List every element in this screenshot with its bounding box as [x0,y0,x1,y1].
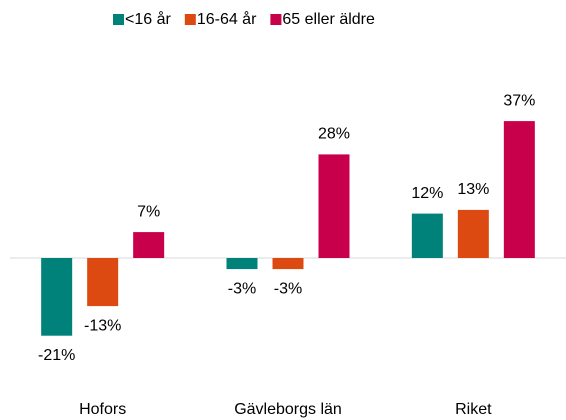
legend-label: 65 eller äldre [282,11,375,28]
bar [457,209,489,258]
value-label: 37% [503,92,535,109]
value-label: 12% [411,185,443,202]
bar [411,213,443,258]
bar [318,154,350,258]
value-label: 7% [137,203,160,220]
bar [41,258,73,336]
value-label: -13% [84,317,121,334]
legend-swatch [270,14,282,25]
value-label: 28% [318,126,350,143]
value-label: -21% [38,347,75,364]
bar [87,258,119,307]
legend-label: 16-64 år [197,10,257,28]
bar [503,121,535,258]
x-tick-label: Gävleborgs län [234,401,342,418]
legend-swatch [184,14,196,25]
value-label: -3% [274,280,302,297]
bar [133,232,165,258]
value-label: -3% [228,280,256,297]
bar [272,258,304,270]
value-label: 13% [457,181,489,198]
x-tick-label: Riket [455,401,492,418]
legend-swatch [113,14,124,25]
x-tick-label: Hofors [79,401,126,418]
bar [226,258,258,270]
legend-label: <16 år [125,10,171,28]
